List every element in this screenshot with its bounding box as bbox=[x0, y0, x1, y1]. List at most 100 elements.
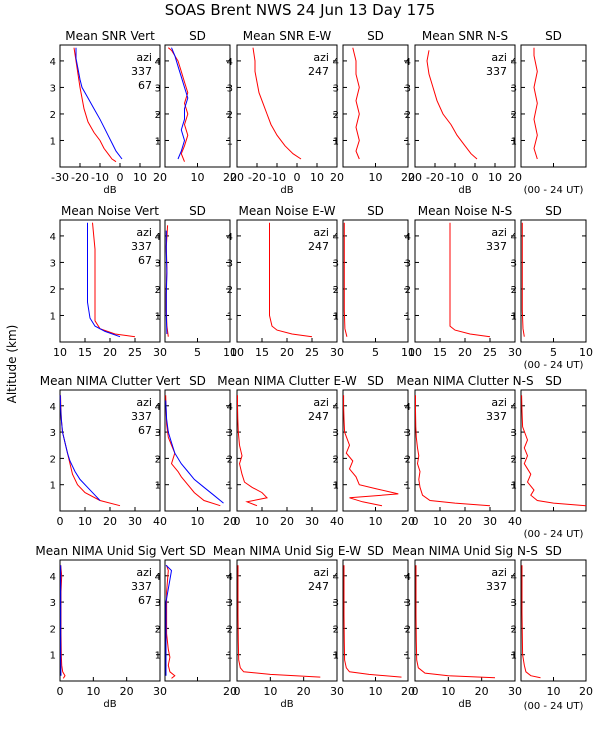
series-line-67 bbox=[75, 47, 123, 160]
y-tick-label: 4 bbox=[227, 572, 233, 583]
panel-frame bbox=[236, 559, 338, 682]
x-tick-label: 10 bbox=[369, 515, 383, 528]
y-tick-label: 4 bbox=[227, 57, 233, 68]
series-line-67 bbox=[165, 230, 168, 335]
y-tick-label: 1 bbox=[155, 481, 161, 492]
panel-title: SD bbox=[545, 544, 562, 558]
x-tick-label: 10 bbox=[401, 346, 415, 359]
panel-frame bbox=[342, 219, 409, 343]
x-tick-label: -10 bbox=[268, 171, 286, 184]
legend-header: azi bbox=[136, 396, 152, 409]
panel-title: Mean NIMA Clutter E-W bbox=[217, 374, 357, 388]
x-tick-label: 30 bbox=[305, 515, 319, 528]
x-tick-label: 25 bbox=[483, 346, 497, 359]
y-tick-label: 4 bbox=[511, 402, 517, 413]
x-tick-label: 30 bbox=[483, 515, 497, 528]
y-tick-label: 3 bbox=[405, 258, 411, 269]
y-tick-label: 3 bbox=[405, 83, 411, 94]
x-tick-label: 0 bbox=[412, 685, 419, 698]
y-tick-label: 1 bbox=[227, 651, 233, 662]
x-tick-label: 20 bbox=[458, 346, 472, 359]
x-tick-label: 30 bbox=[508, 685, 522, 698]
x-tick-label: 25 bbox=[128, 346, 142, 359]
x-tick-label: 10 bbox=[133, 171, 147, 184]
x-tick-label: 0 bbox=[234, 515, 241, 528]
y-tick-label: 4 bbox=[50, 232, 56, 243]
y-tick-label: 2 bbox=[511, 624, 517, 635]
x-tick-label: 20 bbox=[103, 515, 117, 528]
x-tick-label: 20 bbox=[458, 515, 472, 528]
y-tick-label: 1 bbox=[50, 651, 56, 662]
panel-frame bbox=[520, 389, 587, 512]
y-tick-label: 2 bbox=[405, 624, 411, 635]
x-tick-label: 5 bbox=[372, 346, 379, 359]
x-tick-label: 20 bbox=[297, 685, 311, 698]
series-line-337 bbox=[426, 50, 478, 160]
y-tick-label: 1 bbox=[155, 311, 161, 322]
y-tick-label: 3 bbox=[333, 428, 339, 439]
x-tick-label: 10 bbox=[408, 346, 422, 359]
legend-entry: 247 bbox=[308, 410, 329, 423]
panel-frame bbox=[164, 389, 231, 512]
y-tick-label: 4 bbox=[333, 402, 339, 413]
x-tick-label: -10 bbox=[91, 171, 109, 184]
y-tick-label: 4 bbox=[511, 572, 517, 583]
y-axis-label: Altitude (km) bbox=[5, 325, 19, 404]
x-tick-label: -20 bbox=[426, 171, 444, 184]
x-tick-label: 20 bbox=[401, 685, 415, 698]
panel-frame bbox=[59, 44, 161, 168]
legend-header: azi bbox=[136, 566, 152, 579]
panel-frame bbox=[164, 44, 231, 168]
panel-title: SD bbox=[545, 374, 562, 388]
legend-entry: 67 bbox=[138, 594, 152, 607]
y-tick-label: 2 bbox=[50, 285, 56, 296]
y-tick-label: 2 bbox=[155, 110, 161, 121]
x-tick-label: 10 bbox=[263, 685, 277, 698]
y-tick-label: 2 bbox=[50, 624, 56, 635]
y-tick-label: 1 bbox=[333, 136, 339, 147]
y-tick-label: 3 bbox=[50, 428, 56, 439]
x-tick-label: 20 bbox=[579, 685, 593, 698]
y-tick-label: 3 bbox=[333, 598, 339, 609]
y-tick-label: 3 bbox=[155, 258, 161, 269]
x-axis-label: dB bbox=[280, 699, 293, 710]
y-tick-label: 3 bbox=[50, 258, 56, 269]
x-tick-label: 10 bbox=[191, 171, 205, 184]
y-tick-label: 4 bbox=[511, 232, 517, 243]
panel-title: Mean SNR Vert bbox=[65, 29, 155, 43]
series-line-337 bbox=[521, 395, 587, 507]
y-tick-label: 4 bbox=[333, 232, 339, 243]
series-line-337 bbox=[521, 222, 525, 337]
legend-entry: 67 bbox=[138, 254, 152, 267]
y-tick-label: 2 bbox=[333, 454, 339, 465]
panel-title: SD bbox=[367, 29, 384, 43]
series-line-67 bbox=[165, 400, 224, 504]
x-tick-label: 10 bbox=[223, 346, 237, 359]
panel-title: Mean SNR N-S bbox=[422, 29, 508, 43]
legend-entry: 337 bbox=[131, 580, 152, 593]
y-tick-label: 1 bbox=[511, 311, 517, 322]
x-tick-label: 0 bbox=[57, 515, 64, 528]
panel-title: Mean Noise E-W bbox=[239, 204, 336, 218]
panel-title: Mean Noise N-S bbox=[418, 204, 513, 218]
legend-header: azi bbox=[491, 566, 507, 579]
panel-title: SD bbox=[189, 204, 206, 218]
y-tick-label: 4 bbox=[405, 232, 411, 243]
y-tick-label: 2 bbox=[227, 110, 233, 121]
panel-title: SD bbox=[367, 204, 384, 218]
y-tick-label: 4 bbox=[50, 402, 56, 413]
x-tick-label: 15 bbox=[433, 346, 447, 359]
series-line-247 bbox=[237, 395, 268, 507]
legend-header: azi bbox=[313, 226, 329, 239]
x-tick-label: -20 bbox=[71, 171, 89, 184]
y-tick-label: 3 bbox=[333, 83, 339, 94]
x-tick-label: 10 bbox=[369, 685, 383, 698]
x-tick-label: 10 bbox=[488, 171, 502, 184]
y-tick-label: 4 bbox=[155, 402, 161, 413]
y-tick-label: 1 bbox=[405, 311, 411, 322]
x-tick-label: 25 bbox=[305, 346, 319, 359]
x-tick-label: 0 bbox=[117, 171, 124, 184]
legend-header: azi bbox=[313, 51, 329, 64]
y-tick-label: 3 bbox=[511, 598, 517, 609]
